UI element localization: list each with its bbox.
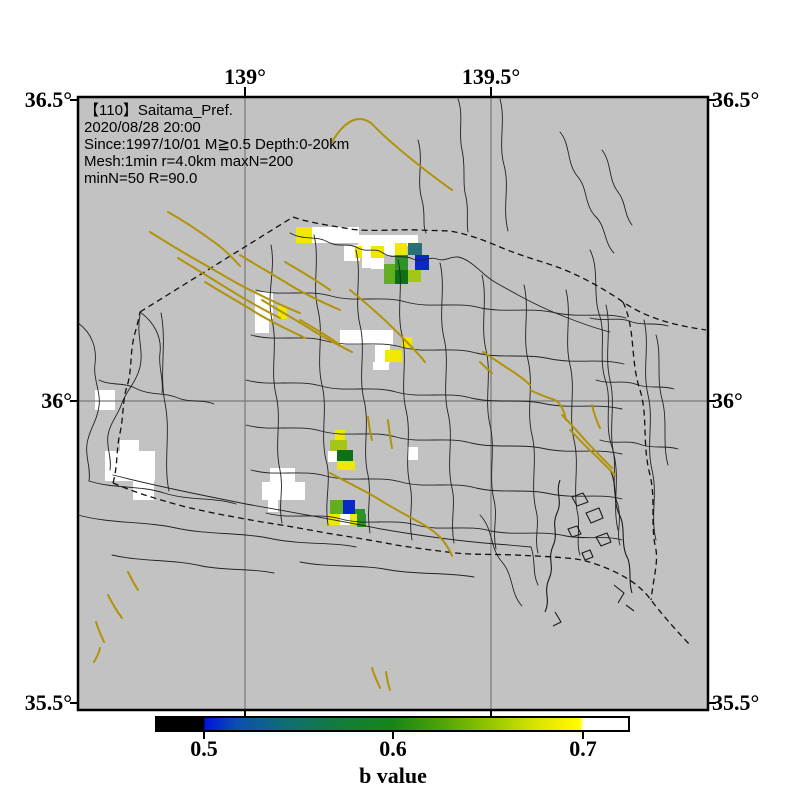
bvalue-cell [385, 350, 402, 362]
bvalue-cell [408, 270, 421, 282]
bvalue-cell [395, 270, 408, 284]
lat-label-left-35-5: 35.5° [24, 690, 72, 715]
bvalue-cell [415, 255, 429, 270]
municipal-boundaries [77, 98, 679, 607]
colorbar-label-0-6: 0.6 [379, 736, 407, 761]
lon-label-139: 139° [224, 64, 266, 89]
land-background [78, 97, 708, 710]
bvalue-cell [335, 430, 345, 440]
bvalue-cell [407, 447, 418, 460]
colorbar-label-0-5: 0.5 [190, 736, 218, 761]
coastline [544, 469, 635, 627]
colorbar-label-0-7: 0.7 [569, 736, 597, 761]
colorbar-tick-0-5 [203, 732, 205, 739]
bvalue-cell [355, 246, 362, 258]
bvalue-cell [328, 451, 337, 462]
lat-label-left-36: 36° [41, 388, 72, 413]
bvalue-cell [350, 514, 357, 525]
bvalue-cell [373, 362, 389, 370]
lat-label-right-36-5: 36.5° [712, 87, 760, 112]
bvalue-cell [270, 468, 295, 483]
bvalue-cell [337, 450, 353, 461]
bvalue-cell [337, 461, 355, 470]
prefecture-boundary-dashed [112, 216, 707, 646]
colorbar-tick-0-6 [392, 732, 394, 739]
bvalue-cell [120, 440, 139, 454]
bvalue-cell [95, 390, 115, 410]
bvalue-cell [296, 227, 312, 243]
mesh-line: Mesh:1min r=4.0km maxN=200 [84, 153, 294, 170]
map-canvas [70, 87, 716, 721]
bvalue-cell [362, 246, 371, 268]
minn-line: minN=50 R=90.0 [84, 170, 198, 187]
bvalue-cell [268, 500, 278, 512]
bvalue-cell [330, 440, 347, 451]
bvalue-cell [312, 227, 359, 243]
fault-lines [93, 118, 616, 691]
bvalue-cell [255, 319, 269, 333]
bvalue-cell [343, 500, 355, 514]
bvalue-cell [384, 264, 395, 284]
map-frame [76, 95, 710, 712]
bvalue-cell [384, 246, 395, 255]
colorbar [155, 716, 630, 732]
bvalue-cell [105, 451, 155, 481]
bvalue-cell [340, 330, 393, 345]
lat-label-left-36-5: 36.5° [24, 87, 72, 112]
bvalue-cell [408, 243, 422, 255]
bvalue-cell [357, 514, 366, 527]
lon-label-139-5: 139.5° [461, 64, 521, 89]
colorbar-title: b value [359, 763, 427, 788]
bvalue-cell [395, 255, 408, 270]
lat-label-right-35-5: 35.5° [712, 690, 760, 715]
analysis-info-block: 【110】Saitama_Pref. 2020/08/28 20:00 Sinc… [84, 102, 349, 187]
bvalue-cell [262, 482, 305, 500]
catalog-line: Since:1997/10/01 M≧0.5 Depth:0-20km [84, 136, 350, 153]
bvalue-cell [371, 258, 384, 269]
bvalue-cell [358, 235, 418, 246]
bvalue-cell [371, 246, 384, 258]
bvalue-cell [133, 481, 154, 500]
region-title: 【110】Saitama_Pref. [84, 102, 233, 119]
colorbar-tick-0-7 [582, 732, 584, 739]
lat-label-right-36: 36° [712, 388, 743, 413]
bvalue-cell [330, 500, 343, 514]
bvalue-cell [395, 243, 407, 255]
datetime-line: 2020/08/28 20:00 [84, 119, 201, 136]
graticule-lines [78, 97, 708, 710]
